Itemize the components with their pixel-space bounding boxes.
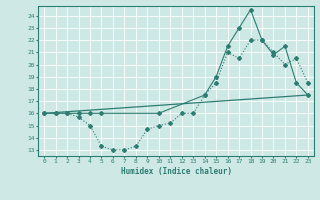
X-axis label: Humidex (Indice chaleur): Humidex (Indice chaleur) — [121, 167, 231, 176]
